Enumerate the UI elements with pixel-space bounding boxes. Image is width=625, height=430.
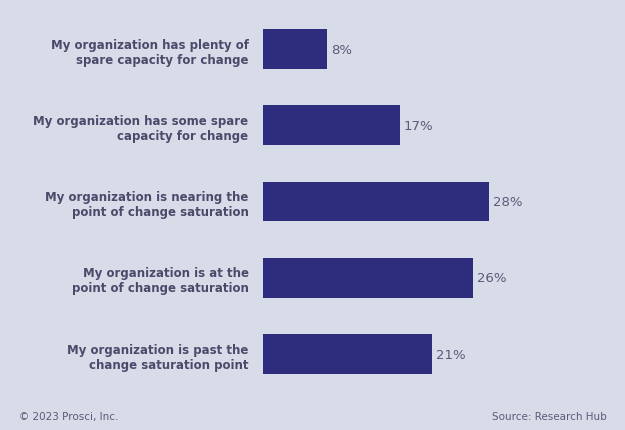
Text: 21%: 21%: [436, 348, 466, 361]
Bar: [262, 106, 400, 146]
Text: 17%: 17%: [404, 120, 434, 132]
Bar: [262, 335, 432, 374]
Bar: [262, 182, 489, 222]
Text: Source: Research Hub: Source: Research Hub: [491, 412, 606, 421]
Bar: [262, 258, 472, 298]
Text: 26%: 26%: [477, 272, 506, 285]
Text: 28%: 28%: [493, 196, 522, 209]
Bar: [262, 30, 328, 70]
Text: 8%: 8%: [331, 43, 352, 56]
Text: © 2023 Prosci, Inc.: © 2023 Prosci, Inc.: [19, 412, 118, 421]
